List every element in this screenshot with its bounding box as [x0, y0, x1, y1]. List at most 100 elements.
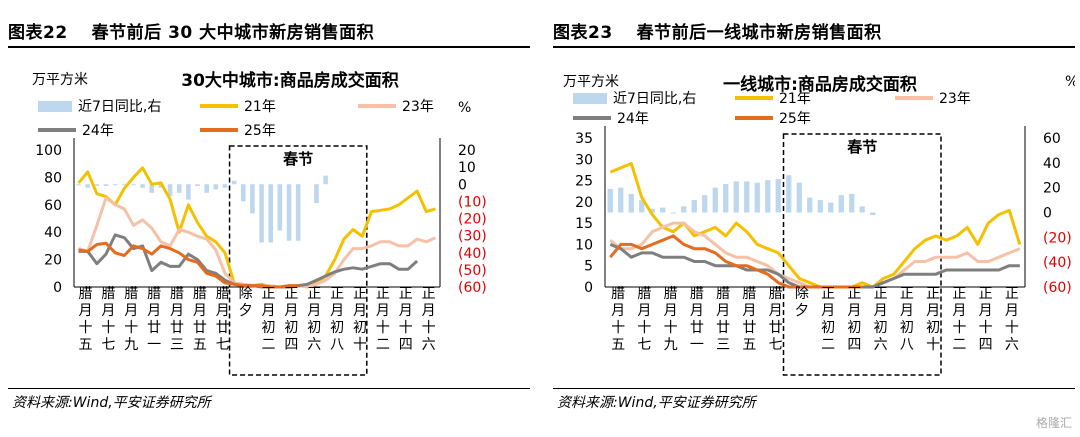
bar: [618, 187, 624, 213]
x-tick-label: 正月初四: [284, 286, 298, 353]
legend-swatch-bar: [573, 93, 607, 104]
x-tick-label: 腊月廿一: [147, 286, 161, 353]
bar: [712, 187, 718, 213]
y-tick-left: 15: [575, 216, 593, 232]
x-tick-label: 正月初六: [874, 286, 888, 353]
figure-number: 图表22: [8, 23, 68, 43]
y-tick-right: (60): [458, 280, 487, 296]
x-tick-label: 腊月十七: [637, 286, 651, 353]
x-tick-label: 正月十二: [952, 286, 966, 353]
y-tick-right: 40: [1043, 156, 1061, 172]
bar: [268, 184, 274, 243]
y-tick-right: (10): [458, 194, 487, 210]
bar: [176, 184, 182, 193]
x-tick-label: 正月十四: [399, 286, 413, 353]
x-tick-label: 腊月廿七: [216, 286, 230, 353]
x-tick-label: 正月十六: [1005, 286, 1019, 353]
y-tick-right: 10: [458, 160, 476, 176]
bar: [295, 184, 301, 241]
y-tick-left: 5: [584, 259, 593, 275]
chart-panel-30-cities: 图表22 春节前后 30 大中城市新房销售面积 万平方米% 30大中城市:商品房成交…: [0, 0, 530, 437]
y-tick-left: 100: [35, 143, 62, 159]
y-tick-left: 80: [44, 170, 62, 186]
x-tick-label: 腊月廿五: [193, 286, 207, 353]
unit-right-label: %: [1065, 74, 1075, 90]
y-tick-right: (30): [458, 229, 487, 245]
bar: [744, 181, 750, 213]
x-tick-label: 正月初十: [353, 286, 367, 353]
x-tick-label: 腊月十五: [611, 286, 625, 353]
y-tick-right: 0: [1043, 206, 1052, 222]
bar: [167, 184, 173, 197]
bar: [122, 184, 127, 186]
x-tick-label: 正月初八: [900, 286, 914, 353]
title-rule: [8, 46, 530, 48]
bar: [240, 184, 246, 202]
x-tick-label: 正月十二: [376, 286, 390, 353]
bar: [607, 188, 613, 213]
bar: [222, 184, 228, 188]
bar: [76, 184, 81, 186]
bar: [796, 182, 802, 213]
legend-label: 24年: [82, 123, 114, 139]
bar: [670, 212, 676, 214]
festival-box: [228, 145, 368, 376]
bar: [786, 175, 792, 213]
bar: [733, 181, 739, 213]
legend-label: 25年: [244, 123, 276, 139]
bar: [231, 180, 237, 185]
festival-box: [782, 133, 942, 376]
watermark: 格隆汇: [1035, 416, 1072, 430]
source-note: 资料来源:Wind,平安证券研究所: [12, 395, 211, 411]
x-tick-label: 腊月十七: [101, 286, 115, 353]
x-tick-label: 腊月廿七: [769, 286, 783, 353]
bar: [94, 184, 100, 186]
bar: [817, 200, 823, 213]
x-tick-label: 正月初四: [847, 286, 861, 353]
y-tick-left: 60: [44, 198, 62, 214]
x-tick-label: 腊月廿五: [742, 286, 756, 353]
bar: [870, 212, 876, 215]
bar: [259, 184, 264, 243]
source-note: 资料来源:Wind,平安证券研究所: [557, 395, 756, 411]
figure-caption: 春节前后一线城市新房销售面积: [636, 23, 882, 43]
x-tick-label: 除夕: [795, 286, 809, 319]
bar: [195, 184, 200, 186]
x-tick-label: 腊月廿一: [690, 286, 704, 353]
bar: [250, 184, 255, 214]
bar: [286, 184, 292, 241]
x-tick-label: 正月十六: [422, 286, 436, 353]
title-rule: [553, 46, 1075, 48]
y-tick-right: (20): [458, 212, 487, 228]
bar: [681, 206, 687, 213]
y-tick-left: 30: [575, 152, 593, 168]
x-tick-label: 腊月十五: [78, 286, 92, 353]
figure-number: 图表23: [553, 23, 613, 43]
y-tick-right: (40): [1043, 255, 1072, 271]
y-tick-right: (20): [1043, 230, 1072, 246]
y-tick-right: 20: [458, 143, 476, 159]
y-tick-left: 25: [575, 174, 593, 190]
legend-label: 23年: [939, 91, 971, 107]
bar: [765, 180, 771, 213]
source-rule: [553, 388, 1075, 389]
x-tick-label: 正月初八: [330, 286, 344, 353]
bar: [775, 178, 781, 213]
bar: [149, 184, 155, 193]
bar: [213, 184, 219, 190]
bar: [314, 184, 319, 204]
bar: [691, 200, 697, 213]
bar: [277, 184, 283, 231]
x-tick-label: 除夕: [239, 286, 253, 319]
y-tick-left: 35: [575, 131, 593, 147]
source-rule: [8, 388, 530, 389]
festival-label: 春节: [847, 138, 877, 156]
chart-title: 一线城市:商品房成交面积: [723, 74, 917, 95]
y-tick-right: (50): [458, 263, 487, 279]
bar: [649, 208, 655, 213]
x-tick-label: 正月初二: [821, 286, 835, 353]
legend-label: 25年: [779, 111, 811, 127]
bar: [112, 184, 118, 186]
series-line: [609, 243, 1020, 289]
